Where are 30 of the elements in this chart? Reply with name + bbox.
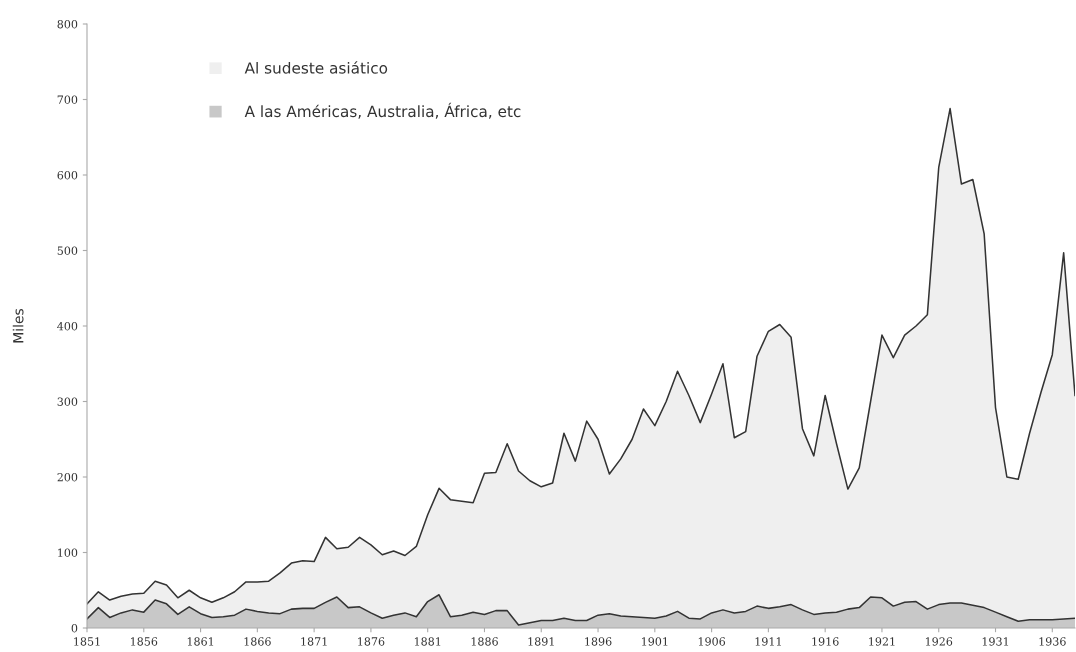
x-tick-label: 1921 xyxy=(869,637,895,646)
x-tick-label: 1891 xyxy=(528,637,554,646)
x-tick-label: 1896 xyxy=(585,637,612,646)
y-tick-label: 200 xyxy=(57,472,78,482)
y-tick-label: 500 xyxy=(57,246,78,255)
y-tick-label: 700 xyxy=(57,95,78,104)
x-tick-label: 1861 xyxy=(187,637,214,646)
y-tick-label: 0 xyxy=(71,623,78,633)
x-tick-label: 1876 xyxy=(358,637,385,646)
x-tick-label: 1916 xyxy=(812,637,839,646)
y-axis-title: Miles xyxy=(12,308,24,343)
x-tick-label: 1906 xyxy=(698,637,726,646)
y-tick-label: 400 xyxy=(57,321,78,331)
x-tick-label: 1901 xyxy=(642,637,668,646)
x-tick-label: 1881 xyxy=(414,637,441,646)
legend-label: A las Américas, Australia, África, etc xyxy=(244,102,521,119)
legend-label: Al sudeste asiático xyxy=(244,61,388,74)
x-tick-label: 1856 xyxy=(131,637,158,646)
x-tick-label: 1886 xyxy=(471,637,498,646)
x-tick-label: 1871 xyxy=(301,637,327,646)
x-tick-label: 1926 xyxy=(925,637,953,646)
x-tick-label: 1936 xyxy=(1039,637,1066,646)
x-tick-label: 1866 xyxy=(244,637,271,646)
y-tick-label: 100 xyxy=(58,548,78,557)
y-tick-label: 800 xyxy=(57,19,78,29)
x-tick-label: 1931 xyxy=(982,637,1009,646)
x-tick-label: 1911 xyxy=(755,637,781,646)
y-tick-label: 600 xyxy=(57,170,78,180)
x-tick-label: 1851 xyxy=(74,637,100,646)
y-tick-label: 300 xyxy=(57,397,78,406)
